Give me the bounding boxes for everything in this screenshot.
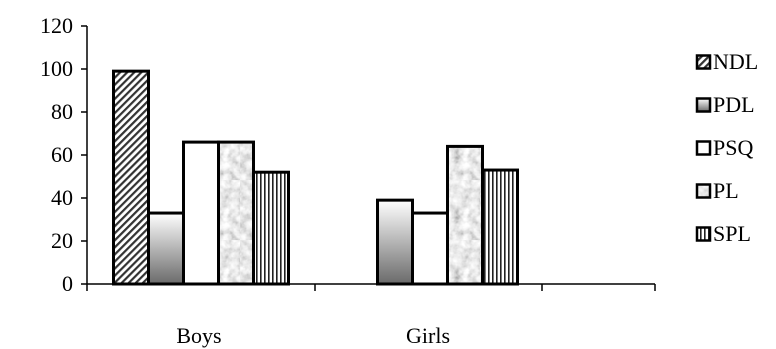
bar-pl-boys	[217, 140, 255, 286]
legend-item-ndl: NDL	[695, 49, 758, 74]
legend-label: NDL	[713, 49, 758, 74]
legend-swatch	[695, 97, 712, 113]
y-tick-label: 120	[40, 13, 73, 38]
bar-pdl-boys	[147, 211, 185, 286]
legend-swatch	[695, 183, 712, 199]
category-label-boys: Boys	[176, 323, 221, 348]
bar-spl-boys	[252, 170, 290, 286]
legend-swatch	[695, 54, 712, 70]
legend-label: PSQ	[713, 135, 753, 160]
legend-item-psq: PSQ	[695, 135, 753, 160]
legend-item-pl: PL	[695, 178, 739, 203]
bars	[112, 69, 519, 286]
y-tick-label: 80	[51, 99, 73, 124]
legend-label: SPL	[713, 221, 751, 246]
y-tick-label: 40	[51, 185, 73, 210]
legend-swatch	[695, 226, 712, 242]
bar-pdl-girls	[376, 198, 414, 286]
y-tick-label: 20	[51, 228, 73, 253]
legend-label: PDL	[713, 92, 755, 117]
bar-spl-girls	[481, 168, 519, 286]
category-label-girls: Girls	[406, 323, 450, 348]
category-labels: Boys Girls	[176, 323, 450, 348]
legend: NDL PDL PSQ PL SPL	[695, 49, 758, 246]
y-tick-label: 60	[51, 142, 73, 167]
bar-pl-girls	[446, 144, 484, 286]
legend-swatch	[695, 140, 712, 156]
y-axis: 0 20 40 60 80 100 120	[40, 13, 88, 296]
bar-psq-boys	[182, 140, 220, 286]
legend-item-spl: SPL	[695, 221, 751, 246]
y-tick-label: 0	[62, 271, 73, 296]
legend-label: PL	[713, 178, 739, 203]
legend-item-pdl: PDL	[695, 92, 755, 117]
y-tick-label: 100	[40, 56, 73, 81]
bar-ndl-boys	[112, 69, 150, 286]
bar-psq-girls	[411, 211, 449, 286]
